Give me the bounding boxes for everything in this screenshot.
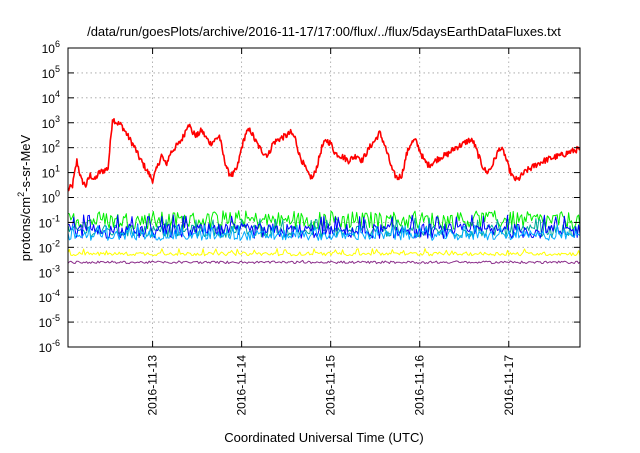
flux-series-line-4: [67, 224, 581, 241]
y-tick-label: 103: [42, 114, 60, 131]
y-tick-label: 102: [42, 139, 60, 156]
y-axis-label-rest: -s-sr-MeV: [18, 134, 33, 191]
flux-series-line-5: [67, 248, 581, 257]
y-tick-label-exponent: 1: [55, 164, 60, 174]
y-tick-label-base: 10: [42, 167, 56, 181]
x-tick-label: 2016-11-15: [324, 355, 338, 416]
y-tick-label-exponent: 4: [55, 89, 60, 99]
x-axis-label: Coordinated Universal Time (UTC): [224, 430, 423, 445]
y-tick-label-base: 10: [42, 92, 56, 106]
x-tick-label: 2016-11-17: [502, 355, 516, 416]
flux-series-line-3: [67, 214, 581, 239]
y-tick-label-exponent: -6: [52, 338, 60, 348]
y-tick-label-base: 10: [42, 142, 56, 156]
y-axis-ticks: 10610510410310210110010-110-210-310-410-…: [39, 39, 580, 355]
y-tick-label-exponent: -2: [52, 238, 60, 248]
y-tick-label-exponent: -3: [52, 263, 60, 273]
y-tick-label-base: 10: [42, 117, 56, 131]
y-tick-label: 104: [42, 89, 60, 106]
flux-series-line-6: [67, 259, 581, 265]
y-tick-label-base: 10: [39, 341, 53, 355]
y-tick-label-base: 10: [39, 216, 53, 230]
flux-series-line-2: [67, 217, 581, 238]
y-tick-label: 10-3: [39, 263, 60, 280]
y-tick-label-exponent: 2: [55, 139, 60, 149]
y-tick-label-exponent: -4: [52, 288, 60, 298]
y-tick-label: 10-2: [39, 238, 60, 255]
y-tick-label-base: 10: [39, 266, 53, 280]
y-axis-label-exponent: 2: [16, 192, 26, 197]
chart-title: /data/run/goesPlots/archive/2016-11-17/1…: [87, 24, 561, 39]
series-layer: [67, 118, 581, 265]
y-tick-label: 101: [42, 164, 60, 181]
y-tick-label-base: 10: [39, 241, 53, 255]
y-tick-label-exponent: 0: [55, 189, 60, 199]
x-tick-label: 2016-11-13: [146, 355, 160, 416]
y-tick-label: 105: [42, 64, 60, 81]
y-tick-label-exponent: 6: [55, 39, 60, 49]
y-tick-label-base: 10: [39, 291, 53, 305]
y-axis-label-base: protons/cm: [18, 197, 33, 261]
y-tick-label-base: 10: [42, 42, 56, 56]
y-tick-label-exponent: 5: [55, 64, 60, 74]
y-tick-label: 106: [42, 39, 60, 56]
x-axis-ticks: 2016-11-13 2016-11-14 2016-11-15 2016-11-16…: [146, 48, 516, 416]
y-axis-label: protons/cm2-s-sr-MeV: [16, 134, 33, 261]
y-tick-label-exponent: -5: [52, 313, 60, 323]
flux-series-line-1: [67, 210, 581, 230]
x-tick-label: 2016-11-14: [235, 355, 249, 416]
y-tick-label-base: 10: [42, 67, 56, 81]
y-tick-label: 10-1: [39, 213, 60, 230]
y-tick-label: 10-6: [39, 338, 60, 355]
y-tick-label: 10-4: [39, 288, 60, 305]
y-tick-label-base: 10: [42, 192, 56, 206]
grid-layer: [68, 48, 580, 347]
x-tick-label: 2016-11-16: [413, 355, 427, 416]
y-tick-label: 100: [42, 189, 60, 206]
y-tick-label-base: 10: [39, 316, 53, 330]
y-tick-label: 10-5: [39, 313, 60, 330]
flux-series-line-0: [67, 118, 581, 192]
y-tick-label-exponent: -1: [52, 213, 60, 223]
y-tick-label-exponent: 3: [55, 114, 60, 124]
